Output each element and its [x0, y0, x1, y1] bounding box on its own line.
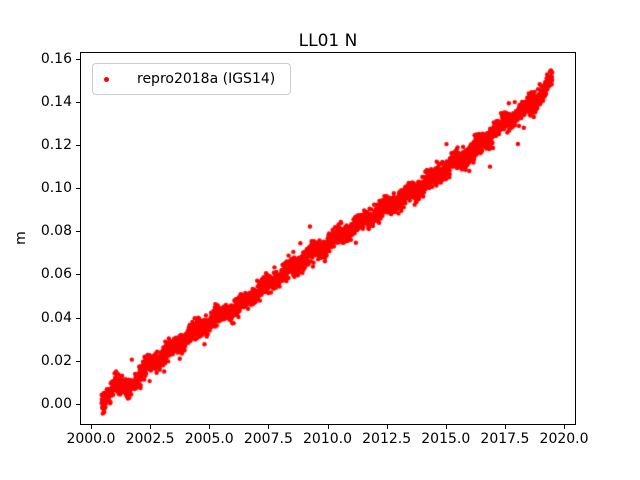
y-tick-mark — [76, 274, 80, 276]
y-tick-mark — [76, 101, 80, 103]
x-tick-mark — [90, 425, 92, 429]
y-tick-label: 0.06 — [40, 266, 72, 283]
x-tick-label: 2000.0 — [66, 431, 116, 447]
chart-title: LL01 N — [298, 31, 358, 51]
x-tick-mark — [504, 425, 506, 429]
x-tick-mark — [327, 425, 329, 429]
y-tick-label: 0.08 — [40, 223, 72, 240]
y-tick-label: 0.02 — [40, 352, 72, 369]
x-tick-mark — [268, 425, 270, 429]
legend-label: repro2018a (IGS14) — [137, 71, 276, 87]
x-tick-label: 2007.5 — [243, 431, 293, 447]
x-tick-label: 2005.0 — [184, 431, 234, 447]
x-tick-label: 2012.5 — [362, 431, 412, 447]
y-tick-label: 0.12 — [40, 137, 72, 154]
y-tick-mark — [76, 317, 80, 319]
x-tick-mark — [386, 425, 388, 429]
y-tick-mark — [76, 188, 80, 190]
x-tick-label: 2015.0 — [421, 431, 471, 447]
x-tick-mark — [564, 425, 566, 429]
x-tick-mark — [445, 425, 447, 429]
y-tick-label: 0.00 — [40, 395, 72, 412]
y-tick-label: 0.16 — [40, 50, 72, 67]
x-tick-label: 2020.0 — [539, 431, 589, 447]
x-tick-label: 2002.5 — [125, 431, 175, 447]
y-tick-mark — [76, 58, 80, 60]
y-tick-mark — [76, 403, 80, 405]
y-tick-mark — [76, 231, 80, 233]
x-tick-label: 2010.0 — [303, 431, 352, 447]
y-tick-label: 0.04 — [40, 309, 72, 326]
x-tick-mark — [209, 425, 211, 429]
x-tick-label: 2017.5 — [480, 431, 530, 447]
legend: repro2018a (IGS14) — [92, 63, 292, 95]
y-tick-mark — [76, 360, 80, 362]
scatter-canvas — [81, 53, 575, 424]
plot-area — [80, 52, 576, 425]
legend-marker-dot-icon — [104, 76, 109, 82]
y-tick-label: 0.10 — [40, 180, 72, 197]
x-tick-mark — [150, 425, 152, 429]
y-tick-label: 0.14 — [40, 93, 72, 110]
y-tick-mark — [76, 145, 80, 147]
